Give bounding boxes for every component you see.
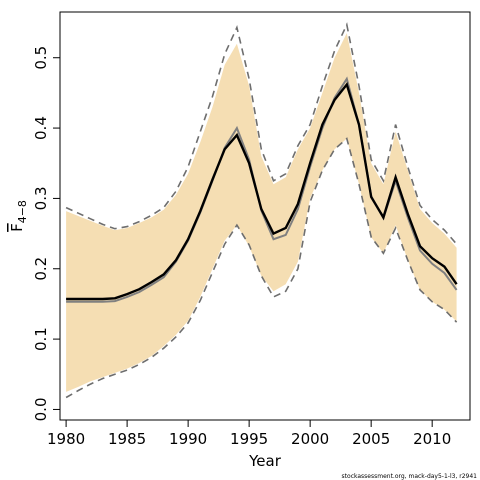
x-tick-label: 2000 — [291, 430, 329, 448]
svg-text:F4−8: F4−8 — [8, 200, 29, 232]
footnote: stockassessment.org, mack-day5-1-l3, r29… — [342, 473, 478, 480]
x-tick-label: 2010 — [413, 430, 451, 448]
estimate-line — [66, 81, 458, 301]
y-axis-title: F4−8 — [8, 200, 29, 232]
y-tick-label: 0.1 — [32, 327, 50, 351]
upper-bound-line — [65, 22, 458, 245]
x-tick-label: 2005 — [352, 430, 390, 448]
x-tick-label: 1980 — [47, 430, 85, 448]
y-tick-label: 0.2 — [32, 257, 50, 281]
y-tick-label: 0.0 — [32, 398, 50, 422]
y-tick-label: 0.4 — [32, 116, 50, 140]
x-tick-label: 1995 — [230, 430, 268, 448]
y-axis-title-subscript: 4−8 — [16, 200, 29, 223]
y-tick-label: 0.3 — [32, 186, 50, 210]
y-axis: 0.0 0.1 0.2 0.3 0.4 0.5 — [32, 46, 61, 422]
x-tick-label: 1990 — [169, 430, 207, 448]
x-axis: 1980 1985 1990 1995 2000 2005 2010 — [47, 419, 451, 448]
y-tick-label: 0.5 — [32, 46, 50, 70]
y-axis-title-main: F — [8, 223, 26, 232]
x-tick-label: 1985 — [108, 430, 146, 448]
x-axis-title: Year — [248, 452, 282, 470]
